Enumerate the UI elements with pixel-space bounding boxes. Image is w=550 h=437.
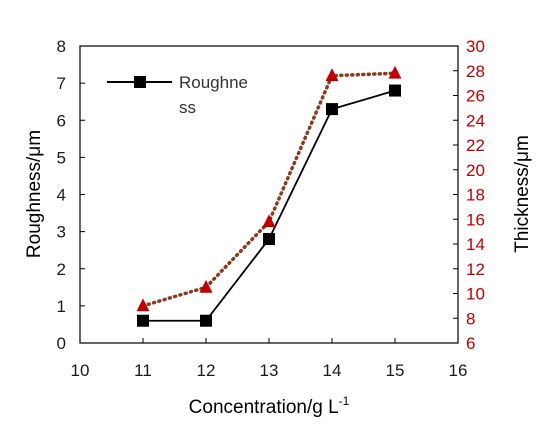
y-tick-label: 2 — [57, 260, 66, 279]
y2-tick-label: 24 — [466, 111, 485, 130]
y2-tick-label: 14 — [466, 235, 485, 254]
y2-tick-label: 12 — [466, 260, 485, 279]
x-tick-label: 14 — [323, 361, 342, 380]
series-1-point — [326, 103, 338, 116]
x-tick-label: 15 — [386, 361, 405, 380]
series-2-point — [325, 68, 339, 82]
y2-tick-label: 8 — [466, 309, 475, 328]
y2-tick-label: 30 — [466, 37, 485, 56]
y2-tick-label: 6 — [466, 334, 475, 353]
legend-marker-square — [134, 76, 146, 88]
y2-tick-label: 26 — [466, 87, 485, 106]
series-1-point — [389, 84, 401, 97]
series-2-point — [199, 279, 213, 293]
y-tick-label: 4 — [57, 186, 66, 205]
y2-tick-label: 28 — [466, 62, 485, 81]
y-tick-label: 0 — [57, 334, 66, 353]
right-axis-ticks: 6 8 10 12 14 16 18 20 22 24 26 28 30 — [453, 37, 485, 353]
series-1-line — [143, 89, 396, 322]
x-axis-ticks: 10 11 12 13 14 15 16 — [71, 338, 468, 380]
y-tick-label: 5 — [57, 148, 66, 167]
x-tick-label: 12 — [197, 361, 216, 380]
legend-label-line1: Roughne — [179, 73, 248, 92]
y-tick-label: 6 — [57, 111, 66, 130]
y2-tick-label: 18 — [466, 186, 485, 205]
legend: Roughne ss — [107, 73, 248, 117]
series-1-point — [137, 314, 149, 327]
x-tick-label: 11 — [134, 361, 152, 380]
series-1-point — [263, 233, 275, 246]
series-2-point — [262, 214, 276, 228]
x-tick-label: 13 — [260, 361, 279, 380]
series-1-point — [200, 314, 212, 327]
x-tick-label: 10 — [71, 361, 90, 380]
y2-tick-label: 16 — [466, 210, 485, 229]
x-axis-title-superscript: -1 — [339, 394, 350, 408]
series-2-point — [388, 65, 402, 79]
y2-tick-label: 22 — [466, 136, 485, 155]
y2-tick-label: 10 — [466, 285, 485, 304]
y2-axis-title: Thickness/μm — [512, 135, 533, 253]
x-axis-title: Concentration/g L-1 — [189, 394, 350, 418]
series-2-point — [136, 298, 150, 312]
legend-label-line2: ss — [179, 98, 196, 117]
plot-area — [79, 45, 459, 344]
left-axis-ticks: 0 1 2 3 4 5 6 7 8 — [57, 37, 85, 353]
y-tick-label: 3 — [57, 223, 66, 242]
y-tick-label: 7 — [57, 74, 66, 93]
x-axis-title-main: Concentration/g L — [189, 397, 339, 418]
y2-tick-label: 20 — [466, 161, 485, 180]
y-axis-title: Roughness/μm — [24, 130, 45, 258]
x-tick-label: 16 — [449, 361, 468, 380]
series-layer — [136, 65, 402, 327]
y-tick-label: 1 — [57, 297, 66, 316]
y-tick-label: 8 — [57, 37, 66, 56]
